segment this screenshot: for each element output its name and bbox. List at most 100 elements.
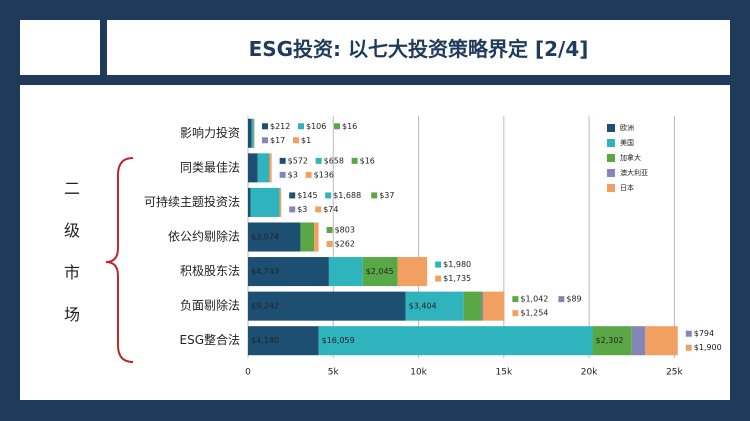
side-label: 二级市场 <box>61 180 80 348</box>
value-label: $3 <box>297 205 307 214</box>
value-label: $3 <box>288 170 298 179</box>
bar-segment <box>279 187 280 217</box>
label-swatch <box>326 241 333 247</box>
value-label: $16 <box>342 122 357 131</box>
bar-segment <box>248 291 406 321</box>
bar-segment <box>253 118 255 148</box>
category-label: 依公约剔除法 <box>168 229 240 244</box>
value-label: $1,254 <box>520 309 548 318</box>
label-swatch <box>685 330 692 337</box>
bar-segment <box>250 187 280 217</box>
bar-segment <box>253 118 255 148</box>
value-label: $262 <box>335 240 355 249</box>
bar-segment <box>269 153 272 183</box>
category-label: 可持续主题投资法 <box>144 194 240 209</box>
x-tick-label: 10k <box>410 368 427 378</box>
label-swatch <box>289 206 296 213</box>
value-label: $2,045 <box>366 267 394 276</box>
value-label: $16,059 <box>322 336 355 345</box>
bar-segment <box>248 222 301 252</box>
label-swatch <box>334 123 341 130</box>
value-label: $89 <box>566 295 581 304</box>
value-label: $1,735 <box>443 274 471 283</box>
label-swatch <box>315 157 322 164</box>
bar-segment <box>328 257 363 287</box>
label-swatch <box>371 192 378 199</box>
bar-segment <box>248 153 258 183</box>
bar-segment <box>248 187 251 217</box>
brace <box>105 157 134 363</box>
value-label: $572 <box>288 156 308 165</box>
value-label: $3,404 <box>409 302 437 311</box>
bar-segment <box>251 118 254 148</box>
label-swatch <box>435 275 442 282</box>
legend-label: 日本 <box>620 183 634 192</box>
value-label: $4,140 <box>251 336 279 345</box>
category-label: 积极股东法 <box>180 264 240 278</box>
bar-segment <box>279 187 282 217</box>
value-label: $16 <box>360 156 375 165</box>
value-label: $145 <box>297 191 317 200</box>
value-label: $1,900 <box>694 343 722 352</box>
label-swatch <box>326 227 333 233</box>
value-label: $74 <box>323 205 338 214</box>
value-label: $1,042 <box>520 295 548 304</box>
bar-segment <box>257 153 269 183</box>
value-label: $2,302 <box>596 336 624 345</box>
label-swatch <box>512 310 519 317</box>
x-tick-label: 0 <box>245 368 251 378</box>
slide-title: ESG投资: 以七大投资策略界定 [2/4] <box>107 20 730 75</box>
bar-segment <box>481 291 483 321</box>
value-label: $9,242 <box>251 302 279 311</box>
x-tick-label: 15k <box>496 368 513 378</box>
category-label: 同类最佳法 <box>180 160 240 174</box>
label-swatch <box>262 123 269 130</box>
bar-segment <box>482 291 505 321</box>
value-label: $658 <box>324 156 344 165</box>
bar-segment <box>645 326 678 356</box>
bar-segment <box>318 326 593 356</box>
value-label: $106 <box>306 122 326 131</box>
category-label: ESG整合法 <box>180 332 241 347</box>
legend-swatch <box>607 124 615 132</box>
label-swatch <box>289 192 296 199</box>
decor-box <box>20 20 100 75</box>
legend-label: 欧洲 <box>620 123 634 132</box>
x-tick-label: 20k <box>581 368 598 378</box>
x-tick-label: 5k <box>328 368 340 378</box>
label-swatch <box>279 171 286 178</box>
bar-segment <box>397 257 428 287</box>
bar-segment <box>631 326 646 356</box>
value-label: $4,743 <box>251 267 279 276</box>
bar-segment <box>300 222 315 252</box>
legend-swatch <box>607 184 615 192</box>
value-label: $1,980 <box>443 260 471 269</box>
bar-segment <box>362 257 398 287</box>
value-label: $17 <box>270 136 285 145</box>
label-swatch <box>293 137 300 144</box>
value-label: $37 <box>379 191 394 200</box>
value-label: $136 <box>314 170 334 179</box>
category-label: 影响力投资 <box>180 125 240 140</box>
bar-segment <box>248 257 329 287</box>
label-swatch <box>298 123 305 130</box>
label-swatch <box>305 171 312 178</box>
label-swatch <box>512 296 519 303</box>
legend-label: 美国 <box>620 138 634 147</box>
bar-segment <box>253 118 254 148</box>
legend-swatch <box>607 139 615 147</box>
bar-segment <box>314 222 319 252</box>
bar-segment <box>592 326 632 356</box>
category-label: 负面剔除法 <box>180 298 240 313</box>
bar-segment <box>405 291 464 321</box>
value-label: $803 <box>335 226 355 235</box>
label-swatch <box>558 296 565 303</box>
label-swatch <box>315 206 322 213</box>
legend-label: 加拿大 <box>620 153 641 162</box>
value-label: $1 <box>301 136 311 145</box>
legend-swatch <box>607 154 615 162</box>
label-swatch <box>685 344 692 351</box>
bar-segment <box>248 118 252 148</box>
label-swatch <box>279 157 286 164</box>
